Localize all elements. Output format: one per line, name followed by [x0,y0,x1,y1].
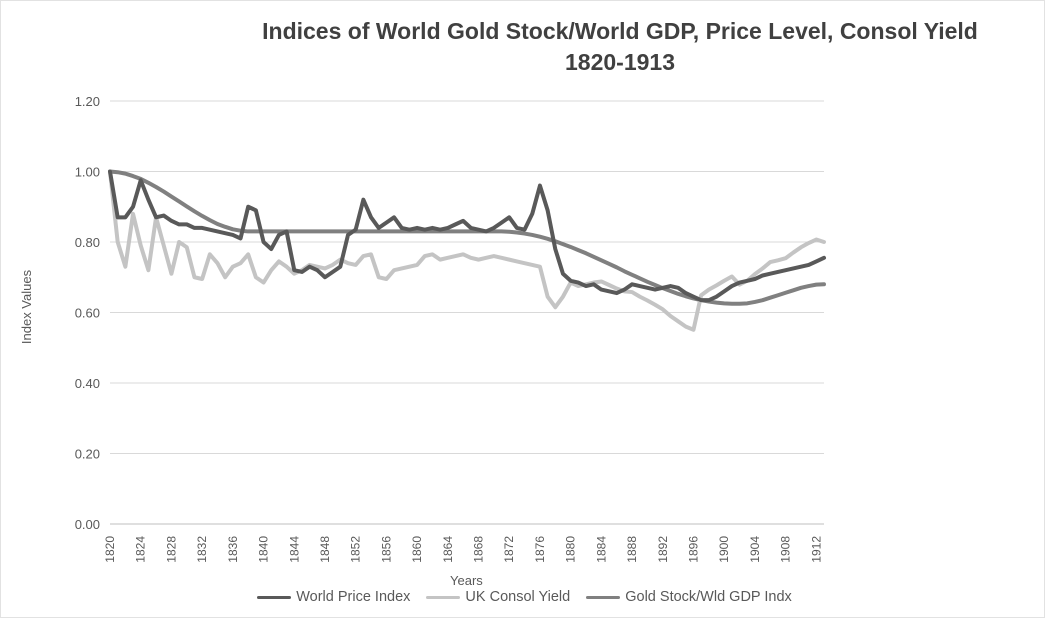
svg-text:0.80: 0.80 [75,235,100,250]
svg-text:1824: 1824 [134,536,148,563]
svg-text:1896: 1896 [686,536,700,563]
svg-text:1864: 1864 [441,536,455,563]
svg-text:1.00: 1.00 [75,165,100,180]
svg-text:1844: 1844 [287,536,301,563]
svg-text:1820: 1820 [103,536,117,563]
svg-text:0.40: 0.40 [75,376,100,391]
svg-text:1900: 1900 [717,536,731,563]
svg-text:1884: 1884 [594,536,608,563]
svg-text:1904: 1904 [748,536,762,563]
svg-text:1880: 1880 [564,536,578,563]
svg-text:1836: 1836 [226,536,240,563]
svg-text:1876: 1876 [533,536,547,563]
svg-text:1840: 1840 [257,536,271,563]
svg-text:1852: 1852 [349,536,363,563]
svg-text:1848: 1848 [318,536,332,563]
svg-text:1832: 1832 [195,536,209,563]
svg-text:0.60: 0.60 [75,306,100,321]
svg-text:1912: 1912 [809,536,823,563]
svg-text:1888: 1888 [625,536,639,563]
svg-text:1868: 1868 [472,536,486,563]
svg-text:0.00: 0.00 [75,517,100,532]
svg-text:1872: 1872 [502,536,516,563]
svg-text:1908: 1908 [779,536,793,563]
svg-text:1860: 1860 [410,536,424,563]
svg-text:1828: 1828 [164,536,178,563]
svg-text:1856: 1856 [379,536,393,563]
svg-text:0.20: 0.20 [75,447,100,462]
svg-text:1892: 1892 [656,536,670,563]
svg-text:1.20: 1.20 [75,94,100,109]
